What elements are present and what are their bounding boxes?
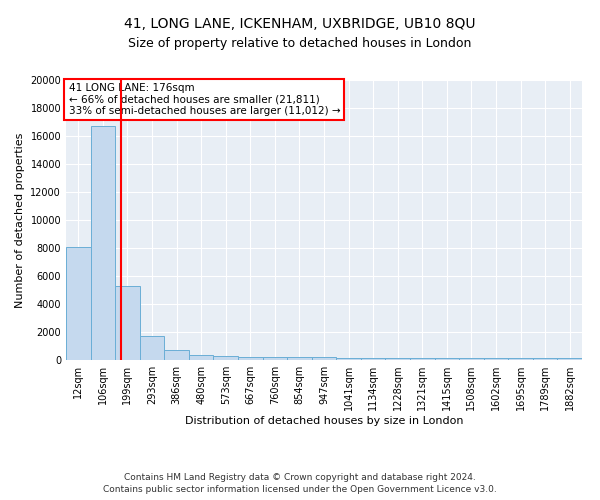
Bar (459, 358, 484, 360)
Bar (312, 357, 336, 360)
Text: 41 LONG LANE: 176sqm
← 66% of detached houses are smaller (21,811)
33% of semi-d: 41 LONG LANE: 176sqm ← 66% of detached h… (68, 83, 340, 116)
Text: Contains public sector information licensed under the Open Government Licence v3: Contains public sector information licen… (103, 485, 497, 494)
Y-axis label: Number of detached properties: Number of detached properties (15, 132, 25, 308)
Bar (115, 286, 140, 360)
Bar (336, 358, 361, 360)
Text: 41, LONG LANE, ICKENHAM, UXBRIDGE, UB10 8QU: 41, LONG LANE, ICKENHAM, UXBRIDGE, UB10 … (124, 18, 476, 32)
Bar (238, 356, 263, 360)
Bar (140, 336, 164, 360)
Bar (287, 357, 312, 360)
Bar (189, 355, 214, 360)
Bar (385, 358, 410, 360)
Bar (91, 126, 115, 360)
X-axis label: Distribution of detached houses by size in London: Distribution of detached houses by size … (185, 416, 463, 426)
Bar (164, 350, 189, 360)
Text: Contains HM Land Registry data © Crown copyright and database right 2024.: Contains HM Land Registry data © Crown c… (124, 472, 476, 482)
Bar (533, 358, 557, 360)
Bar (484, 358, 508, 360)
Bar (410, 358, 434, 360)
Bar (66, 246, 91, 360)
Bar (263, 357, 287, 360)
Bar (214, 356, 238, 360)
Bar (434, 358, 459, 360)
Bar (361, 358, 385, 360)
Bar (508, 358, 533, 360)
Text: Size of property relative to detached houses in London: Size of property relative to detached ho… (128, 38, 472, 51)
Bar (557, 358, 582, 360)
